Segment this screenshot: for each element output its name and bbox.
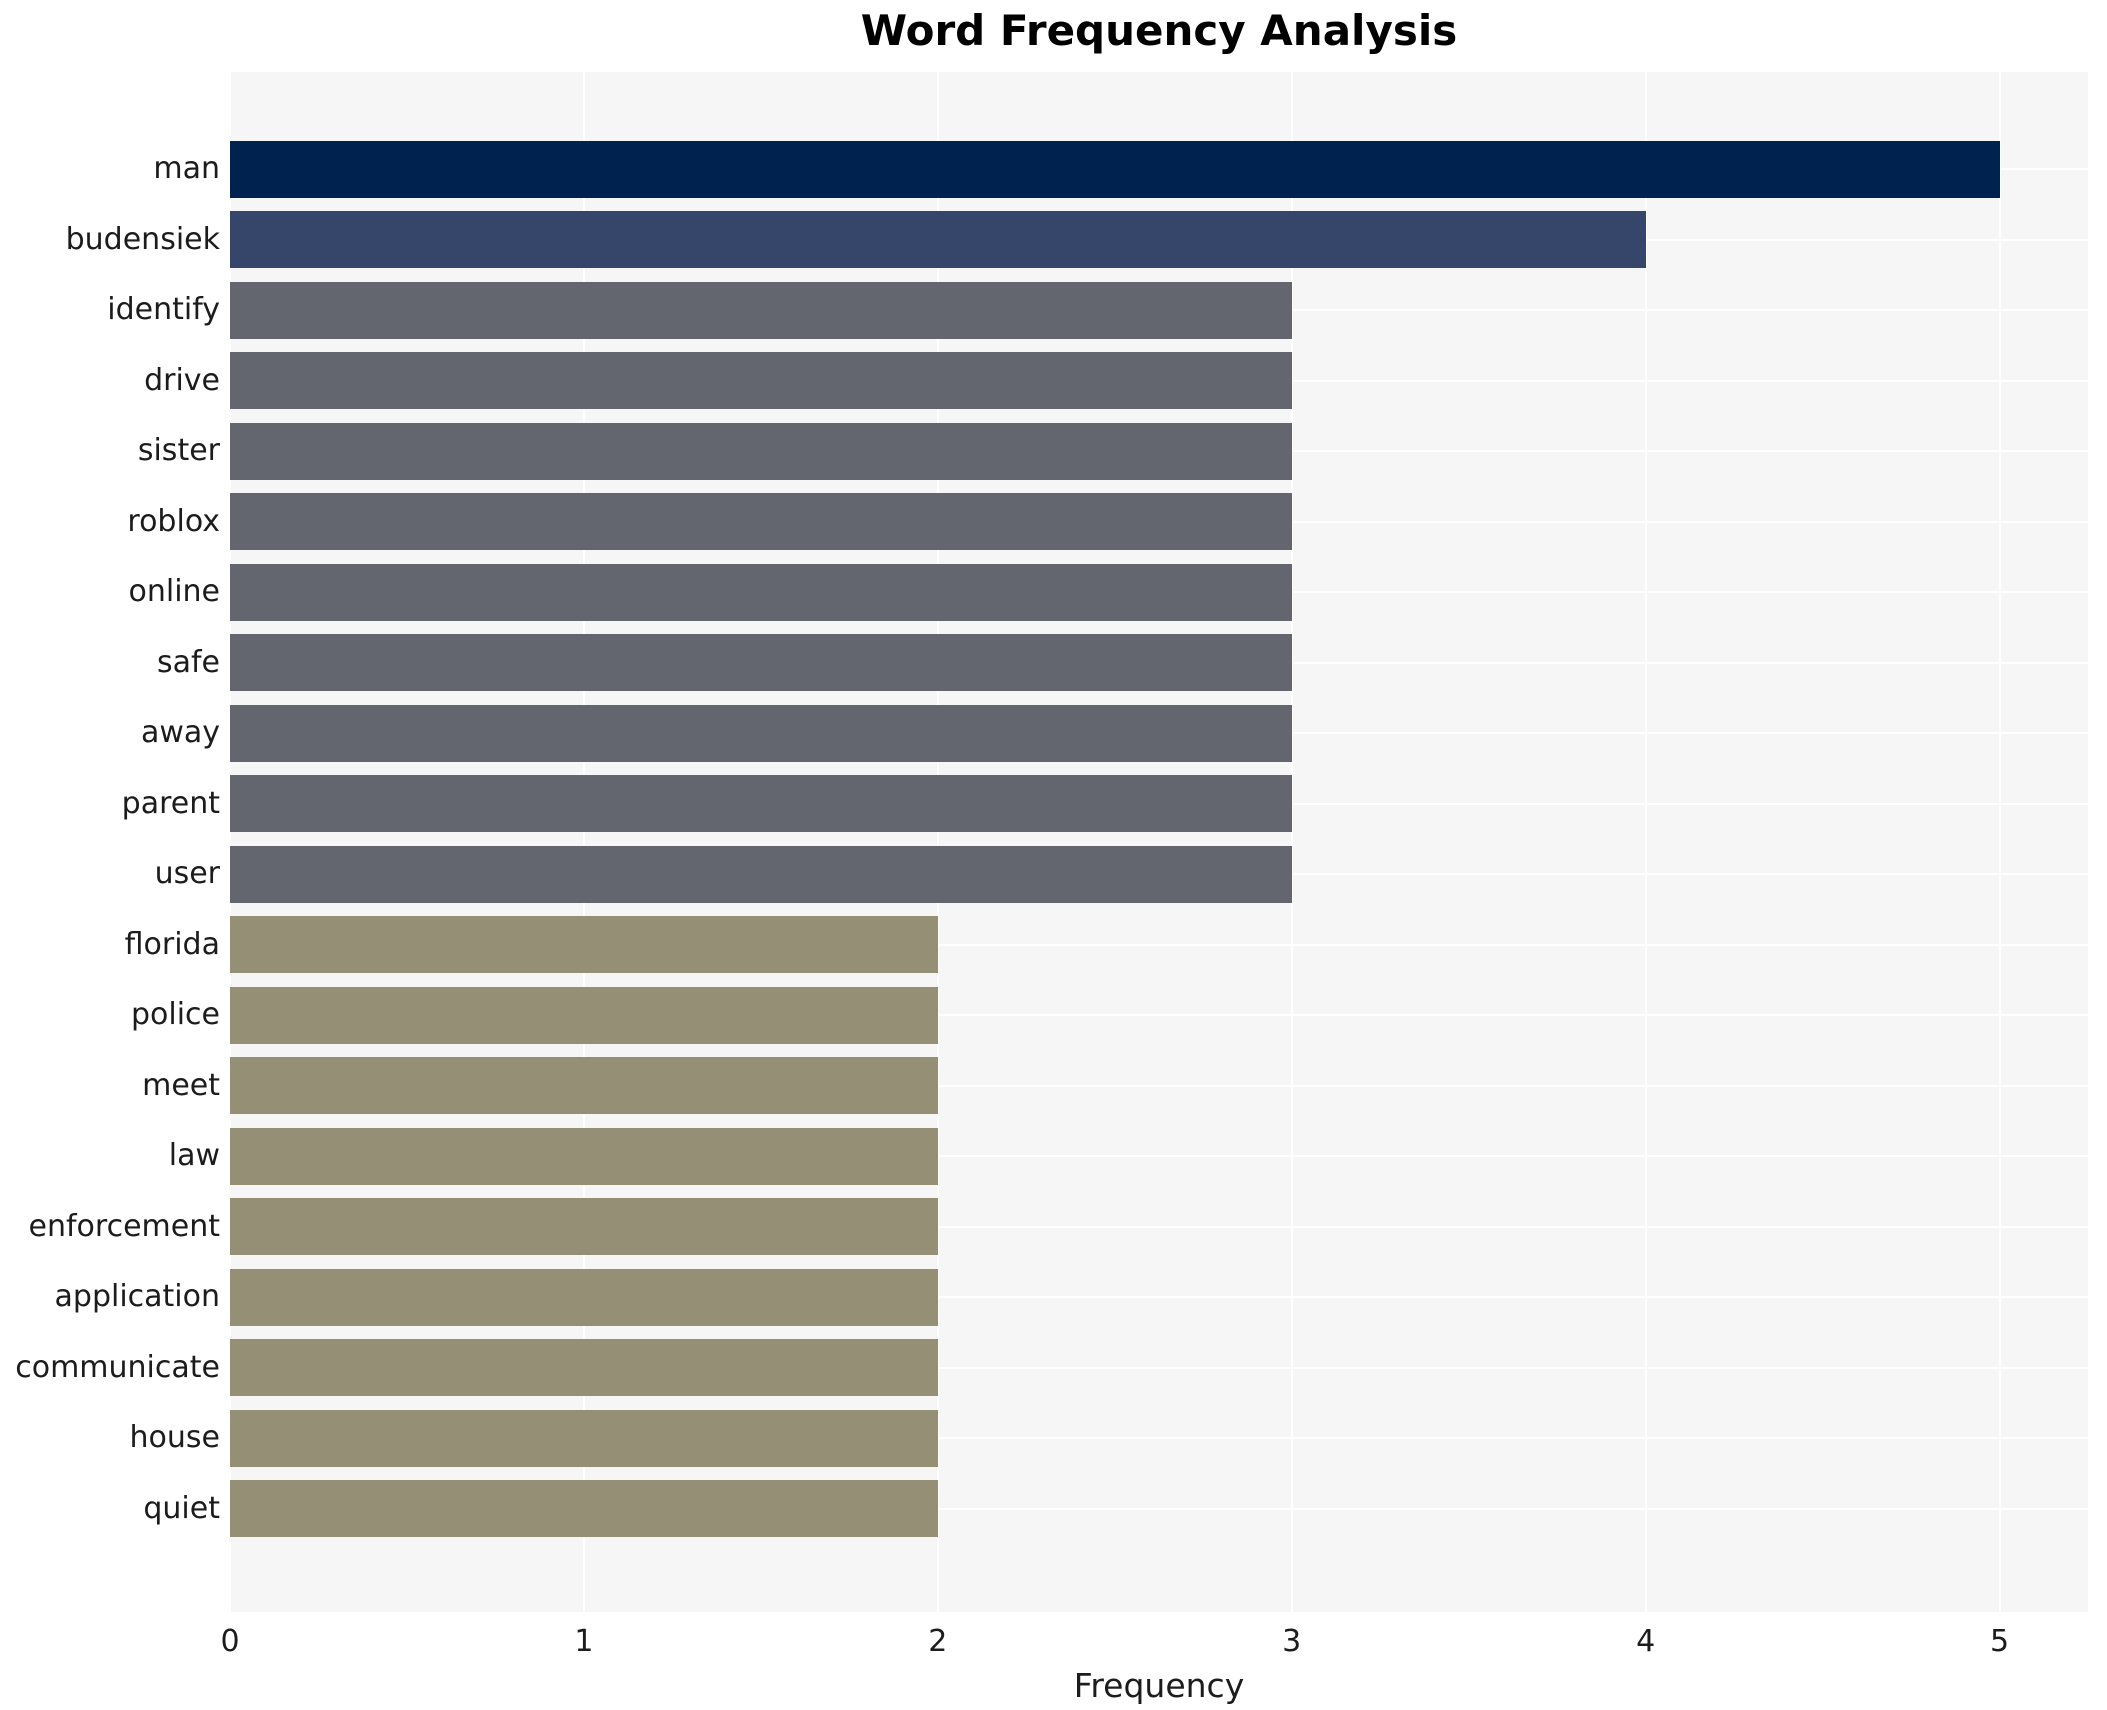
- frequency-bar: [230, 281, 1292, 339]
- bar-row: [230, 698, 2088, 769]
- frequency-bar: [230, 634, 1292, 692]
- frequency-bar: [230, 1198, 938, 1256]
- horizontal-gridline: [230, 1296, 2088, 1299]
- y-axis-category-label: quiet: [143, 1490, 220, 1526]
- y-axis-category-label: house: [129, 1420, 220, 1455]
- x-tick-label: 1: [574, 1624, 594, 1659]
- frequency-bar: [230, 704, 1292, 762]
- bar-row: [230, 910, 2088, 981]
- bar-row: [230, 134, 2088, 205]
- y-axis-category-label: drive: [144, 362, 220, 398]
- bar-row: [230, 1192, 2088, 1263]
- y-axis-category-label: communicate: [15, 1349, 220, 1385]
- frequency-bar: [230, 1268, 938, 1326]
- y-axis-category-label: sister: [137, 433, 220, 468]
- bar-row: [230, 1403, 2088, 1474]
- vertical-gridline: [1290, 72, 1293, 1612]
- x-axis-label: Frequency: [1073, 1666, 1245, 1705]
- frequency-bar: [230, 211, 1646, 269]
- y-axis-category-label: away: [140, 715, 220, 750]
- bar-row: [230, 346, 2088, 417]
- frequency-bar: [230, 845, 1292, 903]
- y-axis-category-label: law: [168, 1138, 220, 1173]
- bar-row: [230, 416, 2088, 487]
- y-axis-category-label: online: [128, 574, 220, 609]
- horizontal-gridline: [230, 1507, 2088, 1510]
- y-axis-category-label: application: [54, 1279, 220, 1314]
- chart-title: Word Frequency Analysis: [860, 6, 1458, 55]
- bar-row: [230, 487, 2088, 558]
- y-axis-category-label: meet: [142, 1067, 220, 1103]
- x-tick-label: 0: [220, 1624, 240, 1659]
- frequency-bar: [230, 1480, 938, 1538]
- frequency-bar: [230, 422, 1292, 480]
- frequency-bar: [230, 1339, 938, 1397]
- frequency-bar: [230, 1127, 938, 1185]
- frequency-bar: [230, 352, 1292, 410]
- bar-row: [230, 628, 2088, 699]
- bar-row: [230, 839, 2088, 910]
- horizontal-gridline: [230, 943, 2088, 946]
- horizontal-gridline: [230, 1437, 2088, 1440]
- vertical-gridline: [1998, 72, 2001, 1612]
- x-tick-label: 2: [928, 1624, 948, 1659]
- y-axis-category-label: budensiek: [65, 221, 220, 257]
- bar-row: [230, 769, 2088, 840]
- vertical-gridline: [936, 72, 939, 1612]
- frequency-bar: [230, 1057, 938, 1115]
- frequency-bar: [230, 986, 938, 1044]
- x-tick-label: 3: [1282, 1624, 1302, 1659]
- horizontal-gridline: [230, 1084, 2088, 1087]
- vertical-gridline: [229, 72, 231, 1612]
- bar-row: [230, 1333, 2088, 1404]
- frequency-bar: [230, 493, 1292, 551]
- horizontal-gridline: [230, 1155, 2088, 1158]
- bar-row: [230, 1051, 2088, 1122]
- y-axis-category-label: safe: [156, 644, 220, 680]
- bar-row: [230, 1262, 2088, 1333]
- horizontal-gridline: [230, 1014, 2088, 1017]
- y-axis-category-label: enforcement: [28, 1208, 220, 1244]
- frequency-bar: [230, 1409, 938, 1467]
- bar-row: [230, 980, 2088, 1051]
- x-axis-ticks: 0 1 2 3 4 5: [0, 1624, 2107, 1668]
- bar-row: [230, 205, 2088, 276]
- x-tick-label: 5: [1989, 1624, 2010, 1659]
- bar-row: [230, 275, 2088, 346]
- frequency-bar: [230, 775, 1292, 833]
- vertical-gridline: [582, 72, 585, 1612]
- horizontal-gridline: [230, 1225, 2088, 1228]
- y-axis-labels: man budensiek identify drive sister roblox onl…: [0, 134, 220, 1544]
- y-axis-category-label: parent: [121, 785, 220, 821]
- bar-row: [230, 1474, 2088, 1545]
- frequency-bar: [230, 916, 938, 974]
- x-tick-label: 4: [1636, 1624, 1656, 1659]
- bar-row: [230, 557, 2088, 628]
- frequency-bar: [230, 563, 1292, 621]
- horizontal-gridline: [230, 1366, 2088, 1369]
- y-axis-category-label: roblox: [127, 503, 220, 539]
- y-axis-category-label: man: [153, 151, 220, 186]
- bars-container: [230, 134, 2088, 1544]
- y-axis-category-label: florida: [124, 926, 220, 962]
- y-axis-category-label: user: [154, 856, 220, 891]
- vertical-gridline: [1644, 72, 1647, 1612]
- plot-area: [229, 72, 2088, 1612]
- y-axis-category-label: police: [130, 997, 220, 1032]
- bar-row: [230, 1121, 2088, 1192]
- y-axis-category-label: identify: [107, 292, 220, 327]
- frequency-bar: [230, 140, 2000, 198]
